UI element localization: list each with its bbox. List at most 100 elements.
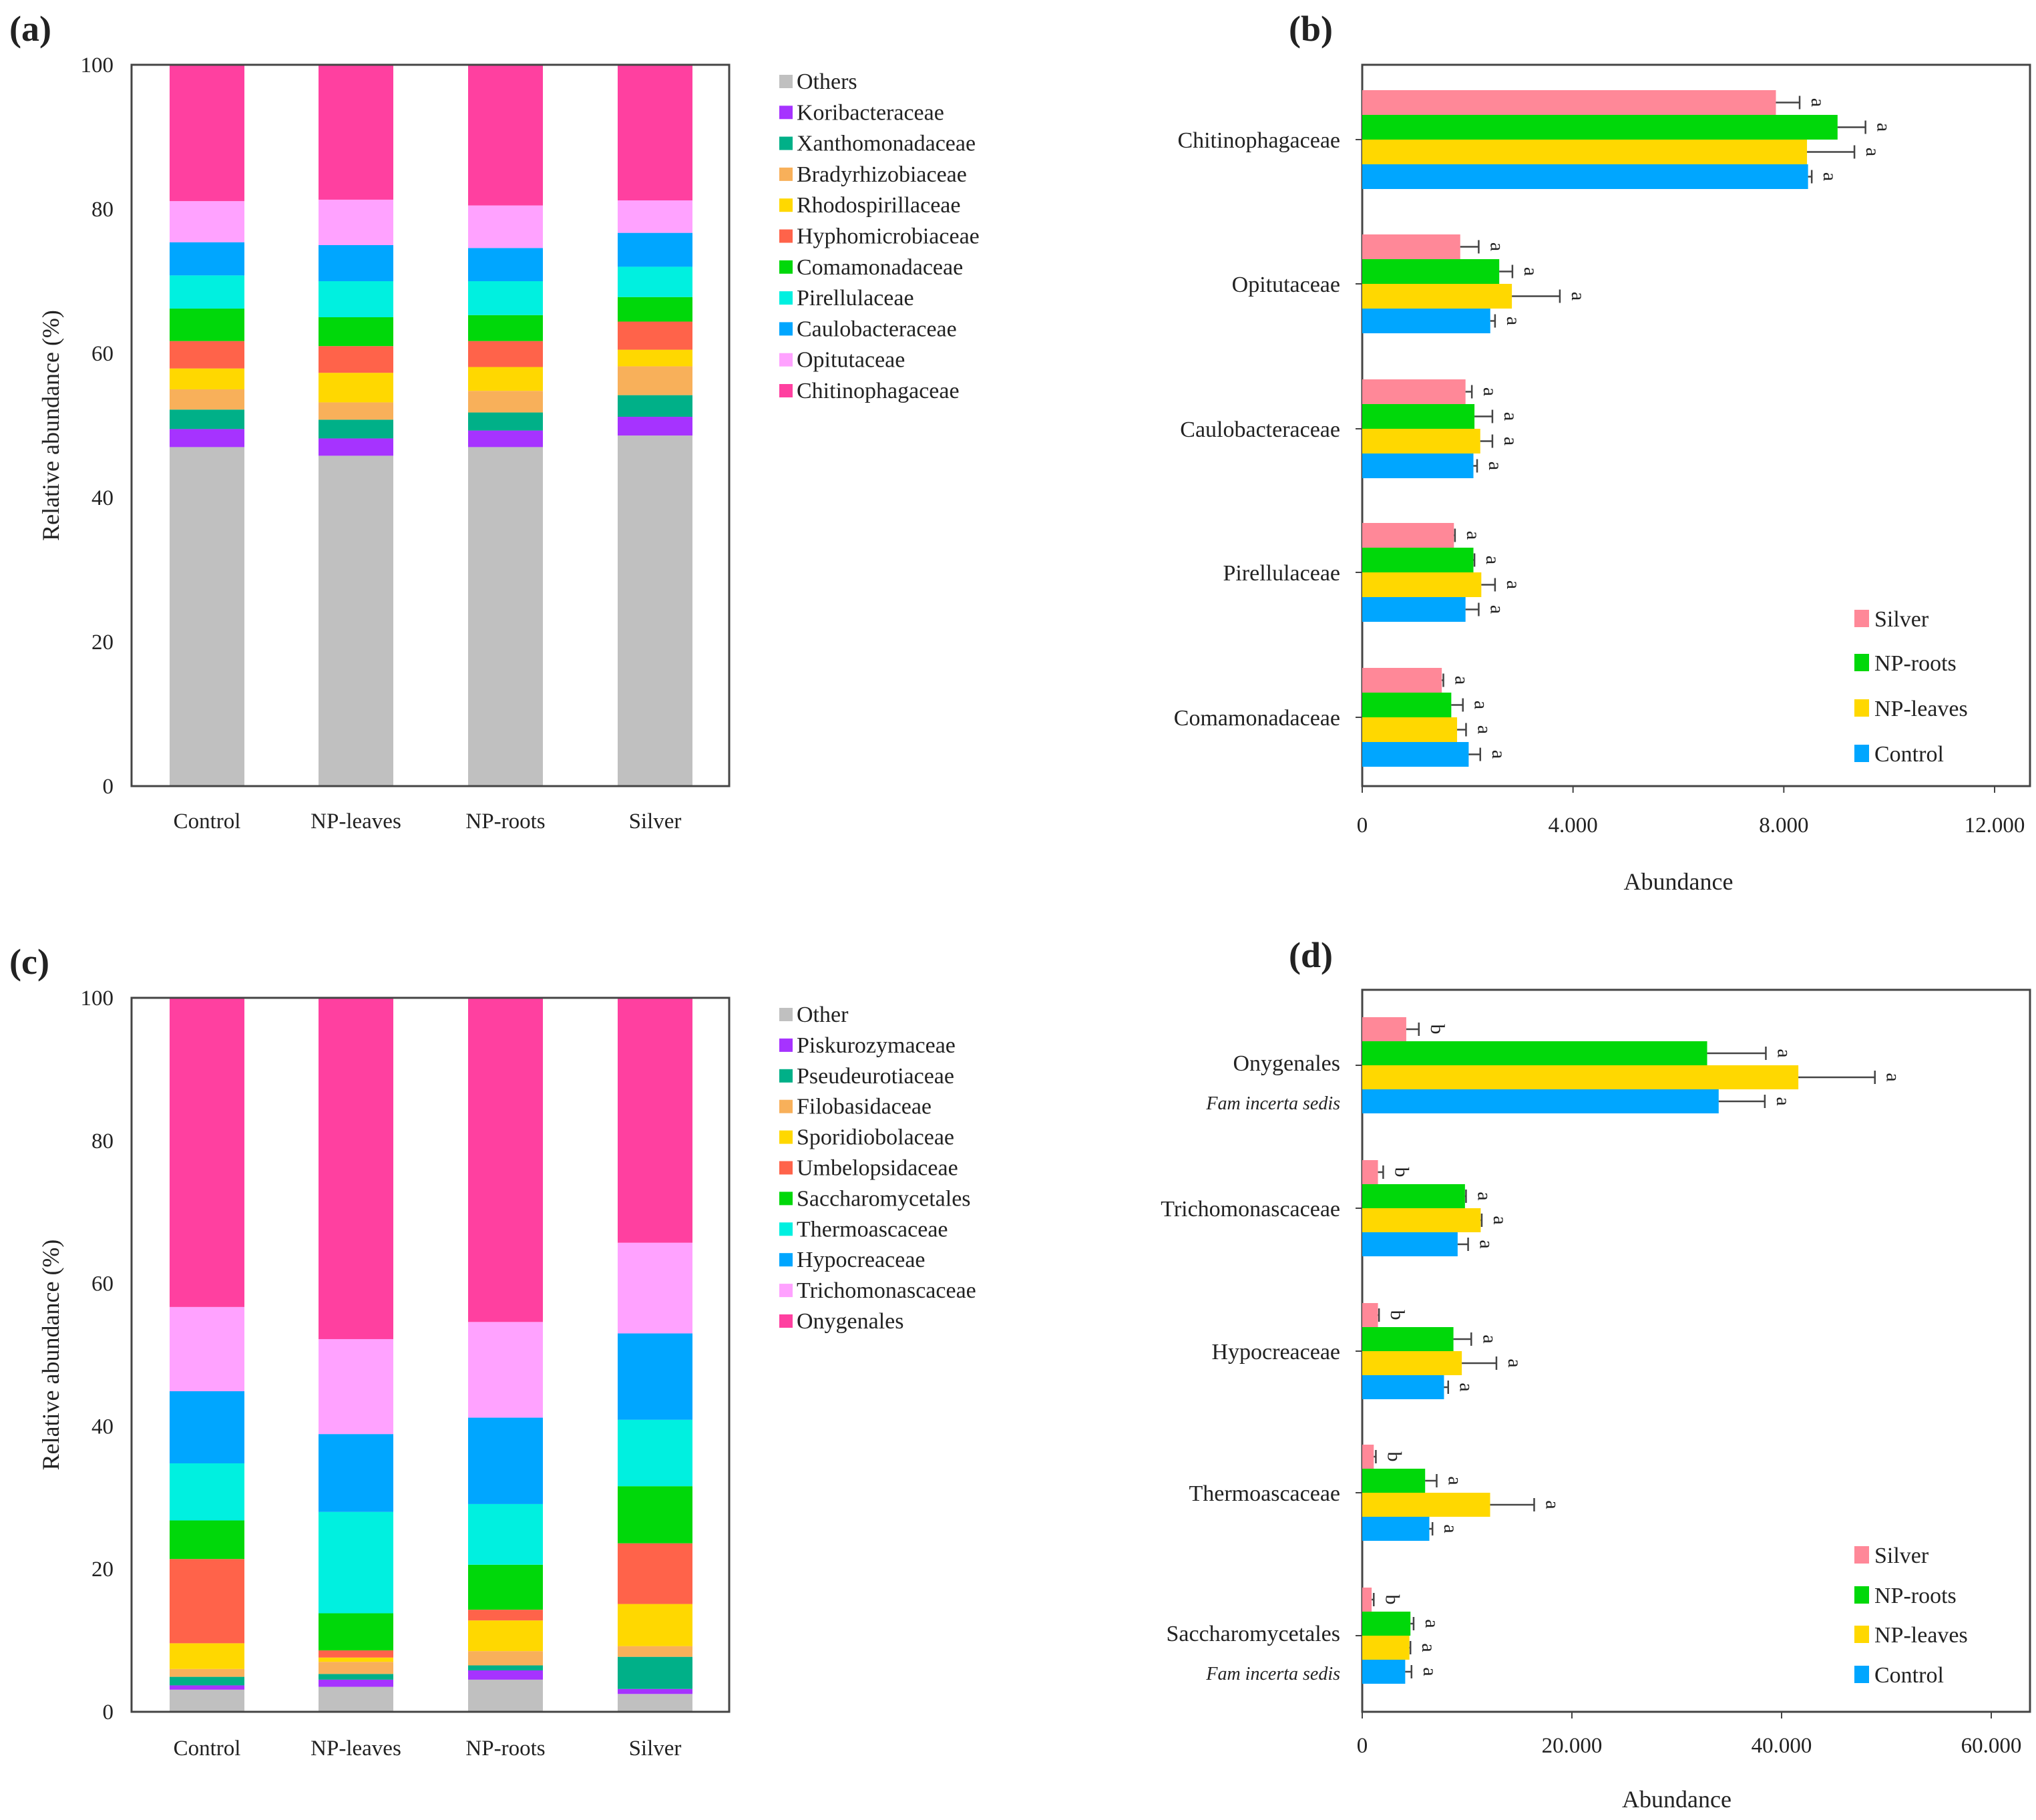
y-tick-label: 0 [103, 775, 114, 799]
bar-control [1362, 742, 1469, 767]
legend-swatch [779, 1284, 793, 1298]
y-tick-label: 100 [81, 53, 114, 77]
x-tick-label: 0 [1357, 1734, 1368, 1758]
bar-control [1362, 1660, 1406, 1684]
bar-np-roots [1362, 115, 1838, 140]
bar-np-leaves [1362, 1636, 1410, 1660]
bar-segment-sporidiobolaceae [468, 1620, 543, 1652]
significance-letter: a [1418, 1643, 1440, 1652]
legend-label: Others [797, 69, 857, 94]
significance-letter: b [1390, 1167, 1412, 1177]
legend-swatch [1854, 1626, 1869, 1643]
legend-swatch [779, 1069, 793, 1083]
legend-swatch [779, 106, 793, 120]
significance-letter: a [1862, 148, 1884, 156]
bar-segment-pirellulaceae [468, 281, 543, 315]
bar-segment-filobasidaceae [170, 1668, 244, 1677]
x-tick-label: NP-leaves [311, 1737, 401, 1761]
legend-swatch [779, 1314, 793, 1328]
bar-segment-pirellulaceae [170, 275, 244, 309]
bar-segment-filobasidaceae [618, 1646, 692, 1657]
legend-swatch [1854, 1666, 1869, 1683]
bar-segment-hypocreaceae [170, 1391, 244, 1463]
significance-letter: b [1426, 1025, 1448, 1035]
bar-segment-piskurozymaceae [170, 1685, 244, 1690]
bar-segment-trichomonascaceae [170, 1306, 244, 1392]
bar-segment-pseudeurotiaceae [618, 1656, 692, 1689]
significance-letter: a [1488, 750, 1510, 759]
x-tick-label: 20.000 [1542, 1734, 1603, 1758]
bar-control [1362, 1375, 1444, 1399]
significance-letter: a [1473, 1192, 1495, 1200]
stacked-bar-chart-a: (a) Control NP-leaves NP-roots Silver 0 20 40 60… [9, 9, 980, 834]
significance-letter: a [1462, 531, 1484, 540]
bar-silver [1362, 1445, 1374, 1469]
bar-segment-chitinophagaceae [618, 65, 692, 201]
category-label: Onygenales [1233, 1051, 1340, 1076]
legend-swatch [779, 260, 793, 274]
legend-label: Thermoascaceae [797, 1217, 948, 1242]
y-tick-label: 40 [91, 1415, 114, 1439]
bar-np-roots [1362, 1469, 1426, 1493]
bar-segment-others [468, 447, 543, 786]
y-tick-label: 20 [91, 1558, 114, 1582]
bar-np-roots [1362, 404, 1475, 429]
bar-segment-other [468, 1679, 543, 1712]
legend-label: NP-leaves [1874, 1623, 1968, 1648]
significance-letter: a [1504, 1358, 1526, 1367]
bar-segment-others [170, 447, 244, 786]
plot-frame [130, 996, 731, 1713]
legend-swatch [779, 322, 793, 336]
bar-segment-saccharomycetales [170, 1520, 244, 1560]
bar-segment-onygenales [170, 998, 244, 1307]
legend-label: Trichomonascaceae [797, 1278, 976, 1303]
y-tick-label: 80 [91, 1129, 114, 1153]
bar-segment-pseudeurotiaceae [170, 1676, 244, 1686]
legend-swatch [779, 167, 793, 181]
bar-segment-chitinophagaceae [319, 65, 393, 200]
y-axis-label: Relative abundance (%) [37, 1240, 64, 1471]
significance-letter: a [1479, 387, 1501, 396]
bar-segment-sporidiobolaceae [170, 1643, 244, 1669]
significance-letter: a [1456, 1383, 1478, 1391]
legend-swatch [779, 1099, 793, 1113]
bar-np-leaves [1362, 717, 1458, 742]
x-tick-label: 8.000 [1759, 813, 1808, 838]
category-label: Pirellulaceae [1223, 561, 1340, 586]
legend-label: Control [1874, 742, 1944, 767]
legend-swatch [1854, 654, 1869, 671]
bar-np-leaves [1362, 1065, 1799, 1089]
bar-segment-others [618, 435, 692, 786]
bar-silver [1362, 523, 1454, 548]
legend-swatch [779, 1222, 793, 1236]
bar-control [1362, 309, 1490, 333]
legend-label: Filobasidaceae [797, 1095, 932, 1119]
bar-segment-pirellulaceae [319, 281, 393, 317]
bar-segment-thermoascaceae [319, 1511, 393, 1614]
significance-letter: a [1478, 1334, 1500, 1343]
bar-segment-bradyrhizobiaceae [618, 366, 692, 395]
bar-segment-umbelopsidaceae [319, 1650, 393, 1658]
legend-swatch [779, 291, 793, 305]
bar-segment-caulobacteraceae [170, 242, 244, 276]
category-label: Opitutaceae [1232, 272, 1340, 297]
bar-segment-saccharomycetales [618, 1486, 692, 1543]
plot-frame [130, 63, 731, 787]
legend-label: Hyphomicrobiaceae [797, 224, 980, 249]
bar-segment-caulobacteraceae [319, 245, 393, 281]
x-tick-label: NP-roots [465, 1737, 545, 1761]
bar-np-roots [1362, 548, 1474, 572]
bar-segment-saccharomycetales [319, 1613, 393, 1651]
legend-swatch [779, 229, 793, 243]
y-axis-label: Relative abundance (%) [37, 310, 64, 541]
legend-swatch [779, 75, 793, 88]
legend-label: Silver [1874, 1543, 1929, 1568]
bar-silver [1362, 1160, 1378, 1184]
bar-segment-rhodospirillaceae [618, 349, 692, 367]
category-label: Hypocreaceae [1211, 1340, 1340, 1364]
significance-letter: a [1444, 1476, 1466, 1485]
bar-segment-hypocreaceae [468, 1417, 543, 1504]
bar-segment-rhodospirillaceae [170, 368, 244, 389]
panel-label: (d) [1289, 935, 1333, 975]
significance-letter: a [1807, 98, 1829, 107]
